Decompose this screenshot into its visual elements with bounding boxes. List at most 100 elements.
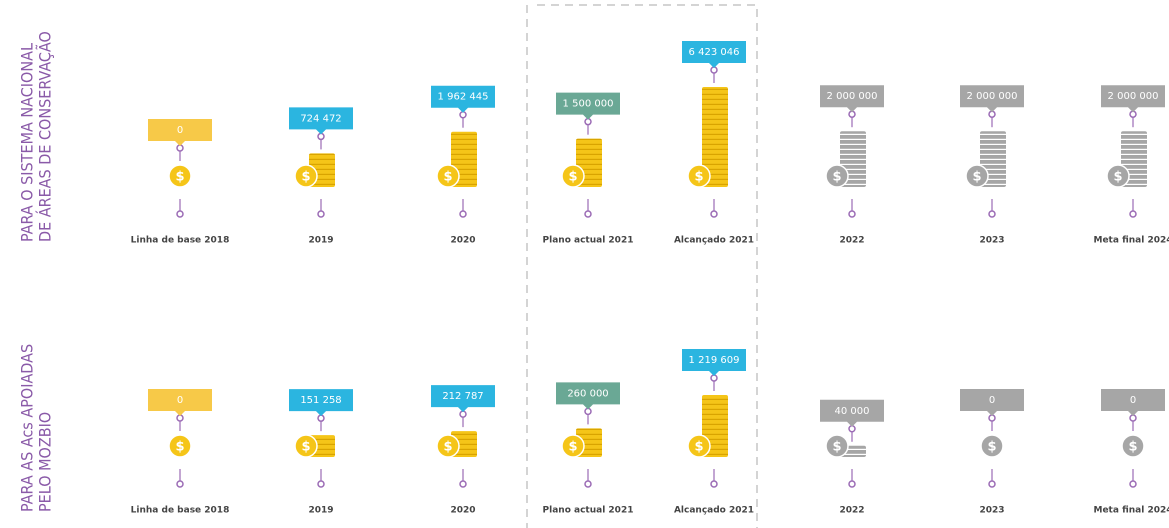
coin-stack: $	[980, 434, 1004, 458]
pin	[988, 480, 996, 488]
pin	[584, 210, 592, 218]
coin-symbol: $	[301, 440, 310, 455]
coin-symbol: $	[443, 170, 452, 185]
value-label: 0	[1130, 395, 1136, 406]
coin-icon	[168, 434, 192, 458]
coin-icon	[436, 434, 460, 458]
coin-icon	[561, 434, 585, 458]
coin-stack: $	[561, 138, 602, 188]
value-label: 6 423 046	[689, 47, 740, 58]
value-box	[431, 85, 495, 113]
coin-stack: $	[1106, 131, 1147, 188]
coin-symbol: $	[568, 170, 577, 185]
value-box	[289, 389, 353, 417]
pin	[848, 210, 856, 218]
coin-icon	[168, 164, 192, 188]
coin-symbol: $	[987, 440, 996, 455]
value-label: 2 000 000	[827, 91, 878, 102]
coin-symbol: $	[1128, 440, 1137, 455]
coin-icon	[825, 434, 849, 458]
coin-symbol: $	[1113, 170, 1122, 185]
coin-icon	[980, 434, 1004, 458]
value-box	[1101, 85, 1165, 113]
coin-symbol: $	[694, 170, 703, 185]
coin-symbol: $	[175, 170, 184, 185]
pin	[317, 210, 325, 218]
value-label: 212 787	[442, 391, 483, 402]
value-box	[820, 85, 884, 113]
value-box	[820, 399, 884, 427]
coin-icon	[687, 434, 711, 458]
coin-symbol: $	[301, 170, 310, 185]
highlight-frame	[526, 4, 758, 528]
row-title: PARA O SISTEMA NACIONAL DE ÁREAS DE CONSE…	[18, 31, 55, 242]
category-label: Alcançado 2021	[674, 236, 754, 246]
coin-icon	[1106, 164, 1130, 188]
value-label: 2 000 000	[1108, 91, 1159, 102]
pin	[1129, 480, 1137, 488]
coin-icon	[561, 164, 585, 188]
coin-stack: $	[168, 434, 192, 458]
coin-symbol: $	[694, 440, 703, 455]
coin-icon	[436, 164, 460, 188]
pin	[176, 210, 184, 218]
coin-symbol: $	[972, 170, 981, 185]
category-label: 2023	[979, 236, 1004, 246]
category-label: 2020	[450, 506, 475, 516]
value-box	[431, 385, 495, 413]
coin-stack: $	[687, 395, 728, 458]
row-title-line: PELO MOZBIO	[36, 412, 55, 512]
row-title-line: DE ÁREAS DE CONSERVAÇÃO	[36, 31, 55, 242]
row-title: PARA AS Acs APOIADAS PELO MOZBIO	[18, 344, 55, 512]
coin-icon	[965, 164, 989, 188]
value-label: 2 000 000	[967, 91, 1018, 102]
coin-stack: $	[825, 131, 866, 188]
value-label: 40 000	[835, 406, 870, 417]
coin-icon	[294, 164, 318, 188]
stack	[702, 87, 728, 187]
coin-symbol: $	[175, 440, 184, 455]
category-label: 2022	[839, 506, 864, 516]
category-label: 2020	[450, 236, 475, 246]
value-box	[1101, 389, 1165, 416]
value-box	[556, 382, 620, 410]
coin-icon	[825, 164, 849, 188]
value-box	[682, 349, 746, 376]
value-label: 1 500 000	[563, 99, 614, 110]
value-label: 1 219 609	[689, 355, 740, 366]
category-label: Linha de base 2018	[131, 506, 230, 516]
value-box	[289, 107, 353, 135]
pin	[710, 480, 718, 488]
category-label: Alcançado 2021	[674, 506, 754, 516]
value-label: 0	[177, 125, 183, 136]
coin-stack: $	[561, 428, 602, 458]
value-box	[960, 85, 1024, 113]
value-box	[148, 389, 212, 416]
coin-icon	[1121, 434, 1145, 458]
pin	[988, 210, 996, 218]
coin-symbol: $	[832, 440, 841, 455]
coin-symbol: $	[832, 170, 841, 185]
coin-stack: $	[294, 153, 335, 188]
category-label: Linha de base 2018	[131, 236, 230, 246]
pin	[317, 480, 325, 488]
category-label: 2019	[308, 236, 333, 246]
coin-stack: $	[1121, 434, 1145, 458]
pin	[459, 210, 467, 218]
pin	[710, 210, 718, 218]
row-title-line: PARA AS Acs APOIADAS	[18, 344, 37, 512]
coin-icon	[687, 164, 711, 188]
coin-stack: $	[965, 131, 1006, 188]
coin-stack: $	[687, 87, 728, 188]
value-box	[960, 389, 1024, 416]
pin	[848, 480, 856, 488]
value-box	[148, 119, 212, 146]
category-label: Meta final 2024	[1094, 506, 1169, 516]
category-label: Plano actual 2021	[543, 236, 634, 246]
value-label: 260 000	[567, 388, 608, 399]
pin	[1129, 210, 1137, 218]
category-label: 2019	[308, 506, 333, 516]
pin	[459, 480, 467, 488]
pin	[584, 480, 592, 488]
